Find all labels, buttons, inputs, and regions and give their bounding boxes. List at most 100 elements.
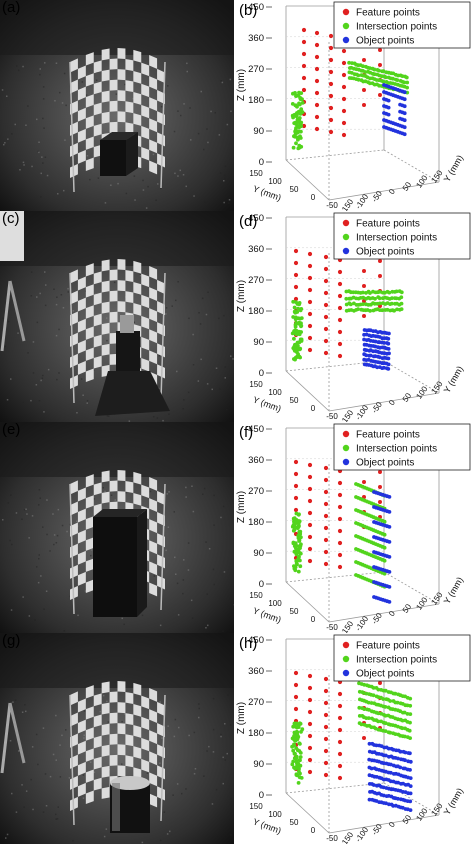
y-axis-label: Y (mm) bbox=[442, 364, 465, 394]
feature-point bbox=[308, 511, 312, 515]
y-tick-label: 100 bbox=[414, 595, 429, 612]
feature-point bbox=[315, 67, 319, 71]
object-point bbox=[387, 106, 391, 110]
legend-label-feature: Feature points bbox=[356, 8, 420, 19]
feature-point bbox=[308, 734, 312, 738]
intersection-point bbox=[408, 736, 412, 740]
intersection-point bbox=[400, 302, 404, 306]
y-tick-label: 100 bbox=[268, 599, 282, 608]
experiment-photo bbox=[0, 633, 234, 844]
z-tick-label: 360 bbox=[248, 33, 264, 44]
feature-point bbox=[294, 508, 298, 512]
panel-label: (d) bbox=[239, 213, 257, 230]
intersection-point bbox=[296, 302, 300, 306]
y-tick-label: -150 bbox=[339, 197, 356, 211]
feature-point bbox=[338, 306, 342, 310]
feature-point bbox=[329, 58, 333, 62]
feature-point bbox=[329, 106, 333, 110]
feature-point bbox=[308, 758, 312, 762]
intersection-point bbox=[293, 722, 297, 726]
z-tick-label: 0 bbox=[259, 368, 264, 379]
z-tick-label: 180 bbox=[248, 728, 264, 739]
y-axis-label: Y (mm) bbox=[252, 605, 283, 624]
legend-marker bbox=[343, 459, 349, 465]
feature-point bbox=[362, 314, 366, 318]
intersection-point bbox=[408, 712, 412, 716]
intersection-point bbox=[405, 76, 409, 80]
feature-point bbox=[324, 502, 328, 506]
feature-point bbox=[308, 722, 312, 726]
intersection-point bbox=[294, 746, 298, 750]
object-point bbox=[409, 784, 413, 788]
intersection-point bbox=[294, 522, 298, 526]
feature-point bbox=[294, 261, 298, 265]
object-point bbox=[387, 357, 391, 361]
feature-point bbox=[338, 330, 342, 334]
intersection-point bbox=[293, 122, 297, 126]
feature-point bbox=[324, 327, 328, 331]
feature-point bbox=[308, 276, 312, 280]
intersection-point bbox=[300, 727, 304, 731]
panel-label: (h) bbox=[239, 635, 257, 652]
feature-point bbox=[315, 55, 319, 59]
object-point bbox=[387, 347, 391, 351]
feature-point bbox=[315, 91, 319, 95]
photo-panel: (g) bbox=[0, 633, 234, 844]
feature-point bbox=[329, 130, 333, 134]
feature-point bbox=[362, 58, 366, 62]
intersection-point bbox=[296, 125, 300, 129]
feature-point bbox=[324, 773, 328, 777]
experiment-photo bbox=[0, 211, 234, 422]
y-tick-label: 100 bbox=[414, 384, 429, 401]
feature-point bbox=[324, 737, 328, 741]
intersection-point bbox=[293, 91, 297, 95]
object-points bbox=[367, 742, 412, 812]
feature-point bbox=[308, 746, 312, 750]
experiment-photo bbox=[0, 422, 234, 633]
z-tick-label: 90 bbox=[253, 126, 264, 137]
object-point bbox=[387, 113, 391, 117]
y-tick-label: 50 bbox=[290, 396, 299, 405]
y-axis-label: Y (mm) bbox=[442, 786, 465, 816]
object-point bbox=[403, 132, 407, 136]
intersection-point bbox=[292, 337, 296, 341]
z-axis-label: Z (mm) bbox=[236, 702, 247, 734]
object-points bbox=[382, 83, 407, 136]
y-tick-label: -50 bbox=[326, 623, 338, 632]
intersection-point bbox=[293, 306, 297, 310]
feature-point bbox=[308, 324, 312, 328]
z-tick-label: 180 bbox=[248, 95, 264, 106]
feature-point bbox=[338, 553, 342, 557]
feature-point bbox=[308, 264, 312, 268]
intersection-point bbox=[299, 542, 303, 546]
feature-point bbox=[329, 94, 333, 98]
legend-label-intersection: Intersection points bbox=[356, 444, 437, 455]
legend-marker bbox=[343, 431, 349, 437]
intersection-point bbox=[291, 525, 295, 529]
feature-point bbox=[342, 73, 346, 77]
legend-marker bbox=[343, 220, 349, 226]
y-tick-label: -100 bbox=[354, 192, 371, 211]
intersection-point bbox=[298, 749, 302, 753]
intersection-point bbox=[299, 130, 303, 134]
intersection-point bbox=[368, 309, 372, 313]
feature-point bbox=[338, 716, 342, 720]
y-tick-label: -50 bbox=[326, 412, 338, 421]
legend-marker bbox=[343, 9, 349, 15]
feature-point bbox=[362, 284, 366, 288]
intersection-point bbox=[299, 309, 303, 313]
y-tick-label: 0 bbox=[311, 193, 316, 202]
y-tick-label: 0 bbox=[311, 615, 316, 624]
intersection-point bbox=[300, 776, 304, 780]
photo-panel: (a) bbox=[0, 0, 234, 211]
feature-point bbox=[329, 46, 333, 50]
intersection-point bbox=[400, 307, 404, 311]
intersection-point bbox=[299, 112, 303, 116]
y-axis-label: Y (mm) bbox=[252, 816, 283, 835]
